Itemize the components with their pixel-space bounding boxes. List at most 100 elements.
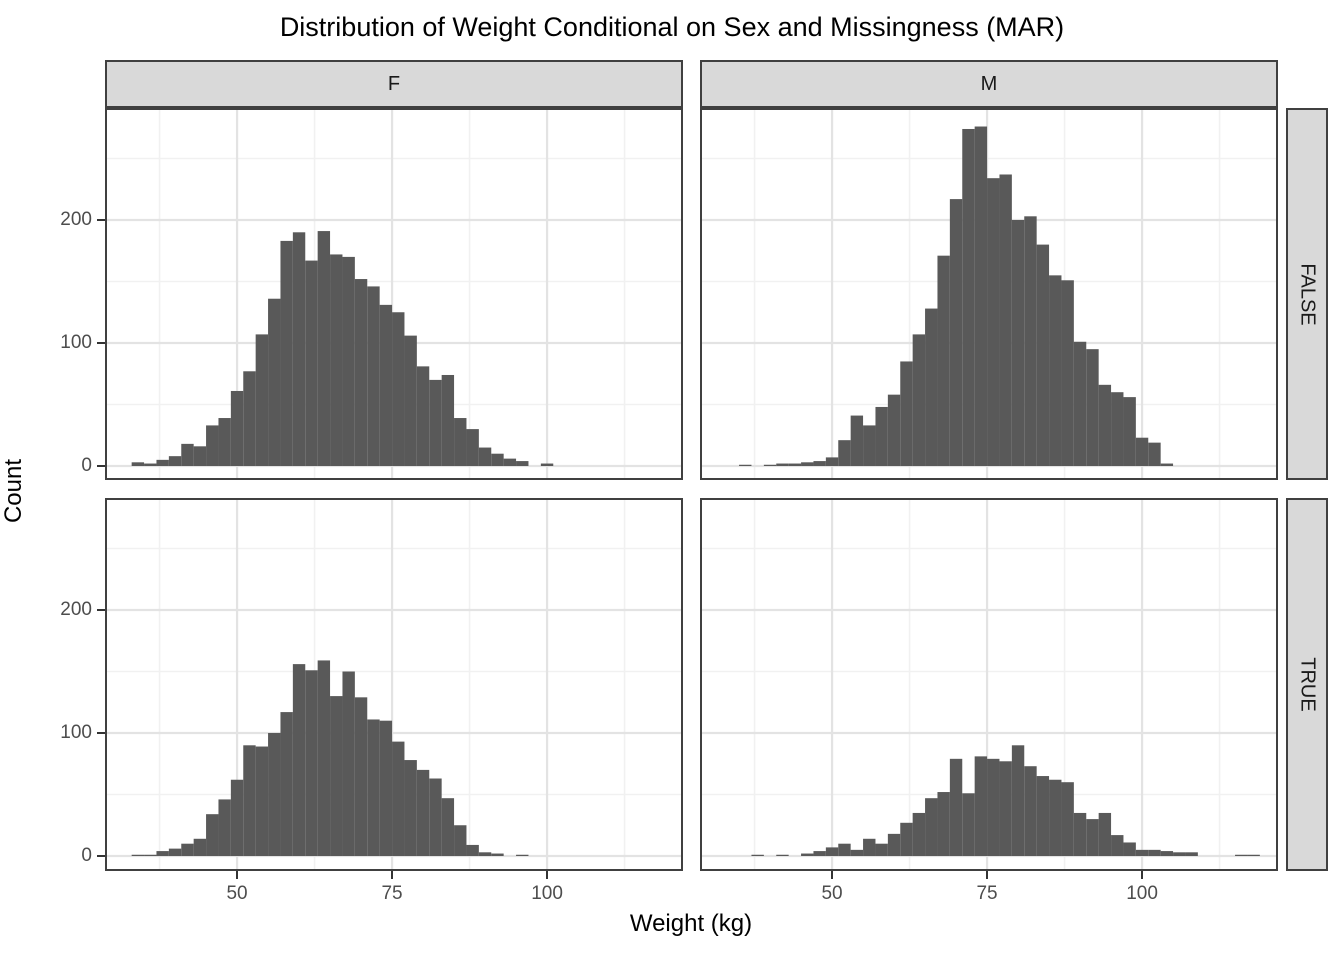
x-tick-label: 75 — [976, 883, 998, 904]
histogram-bar — [342, 256, 355, 466]
y-tick-label: 200 — [60, 209, 92, 230]
histogram-bar — [441, 798, 455, 856]
histogram-bar — [1049, 779, 1062, 856]
panel-f-true — [105, 498, 683, 871]
histogram-bar — [813, 461, 826, 466]
histogram-bar — [342, 671, 355, 856]
histogram-bar — [466, 844, 479, 856]
histogram-bar — [974, 756, 988, 856]
histogram-bar — [156, 851, 169, 856]
histogram-bar — [875, 406, 888, 466]
histogram-bar — [1185, 852, 1198, 856]
histogram-bar — [491, 853, 504, 856]
panel-border — [700, 498, 1278, 871]
histogram-bar — [354, 697, 368, 856]
facet-strip-label-f: F — [387, 72, 401, 95]
histogram-bar — [1173, 852, 1186, 856]
histogram-bar — [751, 854, 764, 856]
histogram-bar — [317, 660, 331, 856]
histogram-bar — [813, 851, 826, 856]
histogram-bar — [206, 814, 219, 856]
x-tick-mark — [236, 871, 239, 879]
histogram-bar — [1024, 766, 1037, 856]
histogram-bar — [330, 254, 343, 466]
histogram-bar — [776, 854, 789, 856]
histogram-bar — [1160, 851, 1174, 856]
panel-canvas — [700, 498, 1278, 871]
histogram-bar — [1148, 442, 1161, 466]
histogram-bar — [1073, 812, 1087, 856]
y-tick-label: 0 — [81, 455, 92, 476]
x-tick-mark — [1141, 871, 1144, 879]
x-axis-title: Weight (kg) — [629, 910, 753, 937]
histogram-bar — [1036, 776, 1050, 856]
histogram-bar — [1123, 397, 1136, 466]
facet-strip-label-true: TRUE — [1296, 657, 1319, 712]
y-tick-mark — [97, 609, 105, 611]
histogram-bar — [478, 852, 492, 856]
histogram-bar — [838, 440, 851, 466]
histogram-bar — [441, 374, 455, 466]
histogram-bar — [255, 334, 269, 466]
histogram-bar — [516, 854, 529, 856]
histogram-bar — [168, 456, 182, 466]
histogram-bar — [739, 464, 752, 466]
histogram-bar — [788, 463, 802, 466]
histogram-bar — [243, 745, 256, 856]
histogram-bar — [1086, 819, 1099, 856]
panel-border — [700, 108, 1278, 480]
histogram-bar — [887, 833, 901, 856]
histogram-bar — [801, 462, 814, 466]
histogram-bar — [268, 298, 281, 466]
histogram-bar — [925, 798, 938, 856]
histogram-bar — [255, 746, 269, 856]
histogram-bar — [404, 760, 417, 856]
histogram-bar — [131, 462, 145, 466]
histogram-bar — [1111, 392, 1124, 466]
histogram-bar — [1160, 463, 1174, 466]
histogram-bar — [429, 778, 442, 856]
facet-strip-sex-f: F — [105, 60, 683, 108]
histogram-bars — [131, 231, 554, 466]
facet-strip-sex-m: M — [700, 60, 1278, 108]
histogram-bar — [193, 446, 207, 466]
histogram-bar — [478, 447, 492, 466]
panel-canvas — [105, 108, 683, 480]
histogram-bar — [949, 199, 963, 466]
y-tick-label: 100 — [60, 332, 92, 353]
histogram-bar — [144, 854, 157, 856]
histogram-bar — [1049, 275, 1062, 466]
histogram-bar — [1061, 280, 1074, 466]
panel-m-false — [700, 108, 1278, 480]
facet-strip-missing-false: FALSE — [1286, 108, 1328, 480]
histogram-bar — [912, 334, 926, 466]
histogram-bar — [900, 822, 913, 856]
histogram-bar — [999, 174, 1012, 466]
histogram-bar — [863, 425, 876, 466]
histogram-bar — [367, 286, 380, 466]
x-tick-mark — [391, 871, 394, 879]
histogram-bar — [1123, 842, 1136, 856]
histogram-bar — [416, 366, 430, 466]
y-tick-label: 200 — [60, 599, 92, 620]
histogram-bar — [825, 457, 839, 466]
histogram-bar — [379, 720, 393, 856]
histogram-bar — [1036, 244, 1050, 466]
histogram-bar — [516, 461, 529, 466]
histogram-bar — [392, 741, 405, 856]
histogram-bar — [230, 779, 244, 856]
histogram-bar — [367, 719, 380, 856]
histogram-bar — [416, 769, 430, 856]
histogram-bar — [1247, 854, 1260, 856]
histogram-bar — [168, 848, 182, 856]
histogram-bar — [962, 793, 975, 856]
histogram-bars — [751, 745, 1260, 856]
y-tick-mark — [97, 465, 105, 467]
histogram-bar — [875, 843, 888, 856]
histogram-bar — [1148, 849, 1161, 856]
x-tick-label: 50 — [821, 883, 843, 904]
histogram-bar — [181, 843, 194, 856]
histogram-bar — [181, 443, 194, 466]
histogram-bar — [850, 415, 864, 466]
